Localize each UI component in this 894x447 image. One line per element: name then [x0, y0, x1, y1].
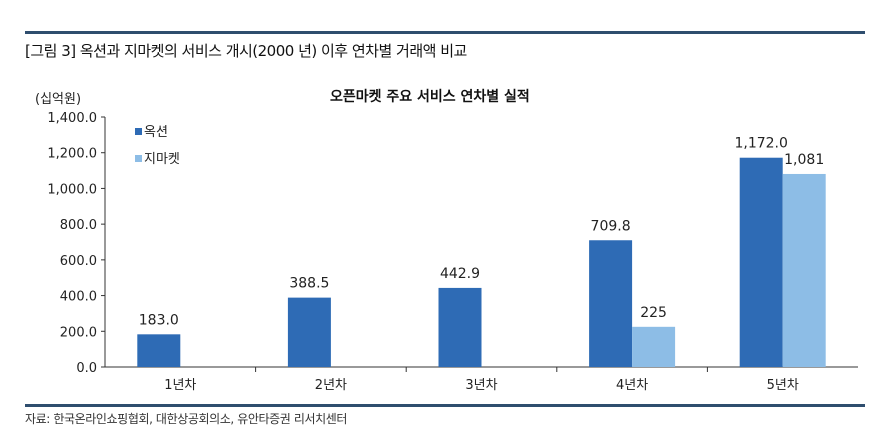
bar-지마켓: [782, 173, 826, 367]
bar-지마켓: [632, 326, 676, 367]
legend-swatch: [135, 155, 142, 162]
bottom-rule: [25, 404, 865, 407]
y-tick-label: 400.0: [60, 290, 97, 305]
data-label: 1,081: [784, 152, 824, 168]
data-label: 183.0: [139, 312, 179, 328]
x-tick-label: 5년차: [767, 378, 799, 393]
y-tick-label: 0.0: [76, 361, 97, 376]
y-tick-label: 200.0: [60, 325, 97, 340]
bar-옥션: [589, 240, 633, 367]
chart-title: 오픈마켓 주요 서비스 연차별 실적: [330, 89, 530, 105]
figure-title: [그림 3] 옥션과 지마켓의 서비스 개시(2000 년) 이후 연차별 거래…: [25, 42, 467, 60]
data-label: 442.9: [440, 266, 480, 282]
top-rule: [25, 31, 865, 34]
data-label: 1,172.0: [734, 136, 787, 152]
bar-옥션: [137, 334, 181, 367]
x-tick-label: 2년차: [315, 378, 347, 393]
y-tick-label: 800.0: [60, 218, 97, 233]
legend-label: 지마켓: [144, 152, 180, 167]
data-label: 225: [640, 305, 667, 321]
y-axis-unit: (십억원): [35, 92, 82, 107]
x-tick-label: 4년차: [616, 378, 648, 393]
x-tick-label: 3년차: [465, 378, 497, 393]
y-tick-label: 1,200.0: [47, 147, 97, 162]
source-note: 자료: 한국온라인쇼핑협회, 대한상공회의소, 유안타증권 리서치센터: [25, 412, 348, 426]
legend-swatch: [135, 128, 142, 135]
data-label: 388.5: [289, 276, 329, 292]
y-tick-label: 1,400.0: [47, 111, 97, 126]
y-tick-label: 600.0: [60, 254, 97, 269]
bar-옥션: [287, 297, 331, 367]
data-label: 709.8: [591, 218, 631, 234]
y-tick-label: 1,000.0: [47, 182, 97, 197]
x-tick-label: 1년차: [164, 378, 196, 393]
bar-옥션: [438, 287, 482, 367]
bar-옥션: [739, 157, 783, 367]
legend-label: 옥션: [144, 125, 168, 140]
